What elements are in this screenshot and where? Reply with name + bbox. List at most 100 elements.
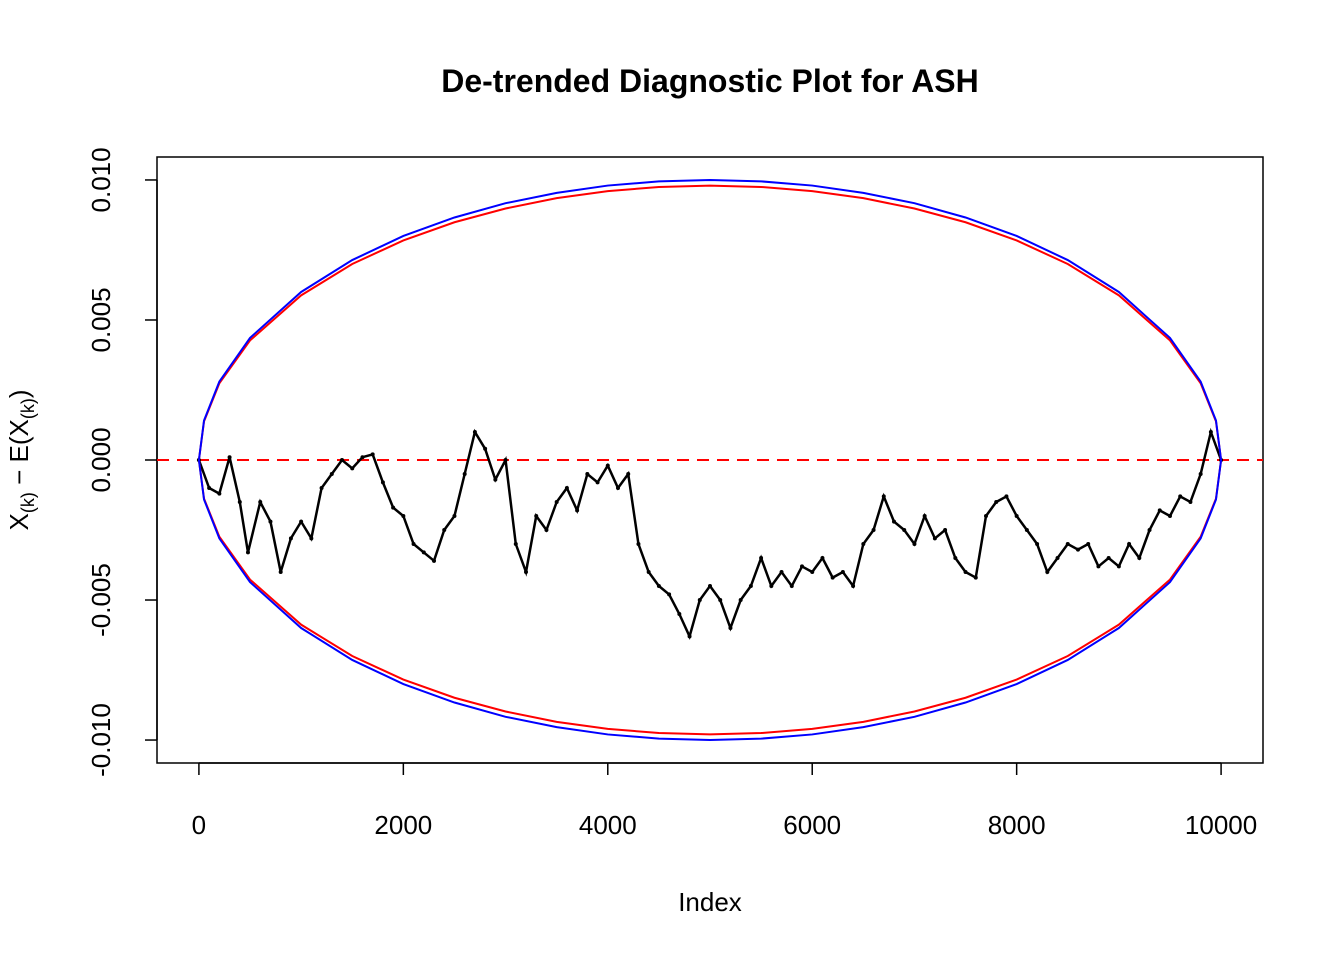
data-point [759, 556, 764, 561]
data-point [564, 486, 569, 491]
data-point [340, 458, 345, 462]
data-point [902, 528, 907, 533]
data-point [472, 429, 477, 434]
data-point [932, 536, 937, 541]
data-point [963, 570, 968, 575]
data-point [411, 542, 416, 547]
y-tick-label: 0.005 [86, 287, 116, 352]
data-point [442, 528, 447, 533]
data-point [922, 514, 927, 519]
data-point [708, 584, 712, 589]
data-point [544, 528, 549, 533]
data-point [1024, 528, 1029, 533]
data-point [1086, 542, 1091, 547]
data-point [830, 575, 835, 580]
data-point [380, 480, 385, 485]
data-point [1167, 514, 1172, 519]
data-point [329, 472, 334, 477]
data-point [840, 570, 845, 575]
data-point [524, 570, 529, 575]
data-point [1106, 556, 1111, 561]
data-point [891, 519, 896, 524]
data-point [1045, 570, 1050, 575]
data-point [1096, 564, 1101, 569]
x-tick-label: 6000 [783, 810, 841, 840]
data-point [1208, 429, 1213, 434]
data-point [309, 536, 314, 541]
y-tick-label: 0.000 [86, 427, 116, 492]
data-point [1178, 494, 1183, 499]
data-point [779, 570, 784, 575]
data-point [626, 472, 631, 477]
x-tick-label: 4000 [579, 810, 637, 840]
data-point [861, 542, 866, 547]
data-point [799, 564, 804, 569]
data-point [227, 455, 232, 460]
data-point [401, 514, 406, 519]
data-point [421, 550, 426, 555]
y-tick-label: -0.010 [86, 703, 116, 777]
data-point [432, 558, 437, 563]
data-point [728, 626, 733, 631]
data-point [881, 494, 886, 499]
data-point [288, 536, 293, 541]
y-axis-label: X(k) − E(X(k)) [4, 390, 38, 531]
data-point [667, 592, 672, 597]
data-point [769, 584, 774, 589]
data-point [452, 514, 457, 519]
data-point [656, 584, 661, 589]
data-point [575, 508, 580, 513]
y-label-sub: (k) [18, 398, 38, 419]
data-point [513, 542, 518, 547]
data-point [483, 446, 488, 451]
data-point [595, 480, 600, 485]
y-tick-label: 0.010 [86, 147, 116, 212]
data-point [370, 452, 375, 457]
envelope-curve [197, 459, 1223, 742]
data-point [258, 500, 263, 505]
data-point [646, 570, 651, 575]
data-point [278, 570, 283, 575]
data-point [1116, 564, 1121, 569]
envelope-curve [197, 184, 1223, 461]
x-tick-label: 10000 [1185, 810, 1257, 840]
data-point [943, 528, 948, 533]
data-point [810, 570, 815, 575]
point-trace [197, 427, 1223, 641]
data-point [299, 519, 304, 524]
data-point [245, 550, 250, 555]
data-point [360, 455, 365, 460]
data-point [391, 505, 396, 510]
data-point [534, 514, 539, 519]
data-point [1127, 542, 1132, 547]
y-tick-label: -0.005 [86, 563, 116, 637]
data-point [1004, 494, 1009, 499]
data-point [871, 528, 876, 533]
y-label-part: ) [4, 390, 34, 399]
data-point [697, 598, 702, 603]
data-point [462, 472, 467, 477]
data-point [1055, 556, 1060, 561]
data-point [789, 584, 794, 589]
y-label-sub: (k) [18, 492, 38, 513]
data-point [237, 500, 242, 505]
data-point [1075, 547, 1080, 552]
data-point [207, 486, 212, 491]
data-point [554, 500, 559, 505]
data-point [493, 477, 498, 482]
data-point [319, 486, 324, 491]
chart-title: De-trended Diagnostic Plot for ASH [441, 63, 979, 99]
data-point [350, 466, 355, 471]
data-point [748, 584, 753, 589]
data-point [1157, 508, 1162, 513]
data-point [1188, 500, 1193, 505]
data-point [994, 500, 999, 505]
data-point [1014, 514, 1019, 519]
data-point [605, 463, 610, 468]
data-point [503, 458, 508, 462]
envelope-curve [197, 459, 1223, 736]
data-point [217, 491, 222, 496]
x-axis-label: Index [678, 887, 742, 917]
data-point [953, 556, 958, 561]
